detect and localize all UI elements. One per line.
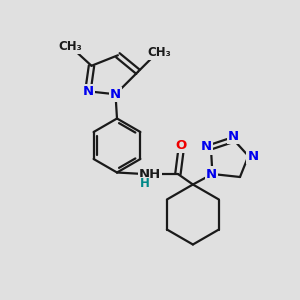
Text: N: N <box>201 140 212 154</box>
Text: N: N <box>247 149 259 163</box>
Text: CH₃: CH₃ <box>58 40 82 53</box>
Text: N: N <box>110 88 121 101</box>
Text: H: H <box>140 177 150 190</box>
Text: NH: NH <box>139 167 161 181</box>
Text: N: N <box>228 130 239 143</box>
Text: O: O <box>175 139 187 152</box>
Text: N: N <box>206 167 218 181</box>
Text: N: N <box>82 85 94 98</box>
Text: CH₃: CH₃ <box>147 46 171 59</box>
